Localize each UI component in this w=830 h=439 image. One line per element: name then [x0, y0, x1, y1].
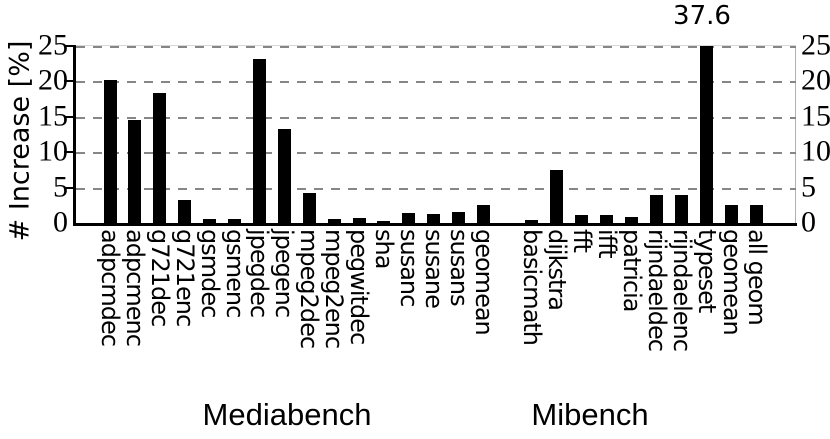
bar-all-geom — [750, 205, 763, 223]
left-axis-tick-15 — [64, 115, 73, 118]
x-tick-label-ifft: ifft — [592, 229, 621, 258]
bar-susans — [452, 212, 466, 223]
x-tick-label-g721enc: g721enc — [170, 229, 199, 327]
y-tick-left-0: 0 — [53, 205, 68, 239]
bar-typeset — [700, 46, 713, 223]
bar-ifft — [600, 215, 613, 223]
x-tick-label-pegwitdec: pegwitdec — [345, 229, 373, 345]
gridline-10 — [76, 152, 796, 155]
x-tick-label-basicmath: basicmath — [517, 229, 546, 346]
bar-jpegdec — [252, 58, 266, 223]
x-tick-label-adpcmenc: adpcmenc — [120, 229, 149, 346]
y-tick-left-20: 20 — [38, 63, 68, 97]
bar-rijndaelenc — [675, 194, 688, 223]
y-tick-right-20: 20 — [801, 63, 830, 97]
x-tick-label-gsmenc: gsmenc — [220, 229, 249, 318]
left-axis-tick-25 — [64, 45, 73, 47]
x-tick-label-mpeg2dec: mpeg2dec — [295, 229, 324, 349]
left-axis-line — [73, 45, 76, 226]
x-tick-label-all-geom: all geom — [742, 229, 771, 325]
bar-sha — [377, 220, 391, 223]
x-tick-label-geomean: geomean — [717, 229, 746, 335]
x-tick-label-sha: sha — [369, 229, 398, 269]
left-axis-tick-20 — [64, 80, 73, 83]
bar-adpcmdec — [103, 79, 117, 223]
y-tick-left-10: 10 — [38, 134, 68, 168]
x-tick-label-adpcmdec: adpcmdec — [96, 229, 124, 346]
y-tick-right-5: 5 — [801, 169, 816, 203]
bar-jpegenc — [277, 128, 291, 223]
bar-geomean — [725, 205, 738, 223]
bar-adpcmenc — [128, 120, 142, 223]
x-tick-label-jpegdec: jpegdec — [245, 229, 274, 318]
y-tick-left-15: 15 — [38, 99, 68, 133]
y-tick-left-5: 5 — [53, 169, 68, 203]
x-tick-label-rijndaeldec: rijndaeldec — [642, 229, 671, 351]
gridline-20 — [76, 81, 796, 84]
x-tick-label-typeset: typeset — [692, 229, 721, 313]
bar-susane — [427, 213, 441, 223]
x-tick-label-fft: fft — [567, 229, 596, 252]
x-tick-label-patricia: patricia — [617, 229, 646, 312]
bar-rijndaeldec — [650, 194, 663, 223]
plot-area — [76, 46, 796, 223]
gridline-15 — [76, 116, 796, 119]
right-axis-line — [795, 46, 796, 223]
plot-top-border — [76, 45, 796, 46]
x-tick-label-gsmdec: gsmdec — [195, 229, 224, 318]
bar-basicmath — [525, 220, 538, 223]
group-label-mibench: Mibench — [531, 397, 649, 432]
y-tick-right-15: 15 — [801, 99, 830, 133]
bar-geomean — [477, 205, 490, 223]
x-tick-label-jpegenc: jpegenc — [270, 229, 299, 318]
x-tick-label-rijndaelenc: rijndaelenc — [667, 229, 696, 351]
bar-fft — [575, 215, 588, 223]
bar-g721dec — [153, 92, 167, 223]
x-tick-label-susans: susans — [444, 229, 473, 306]
left-axis-tick-10 — [64, 151, 73, 154]
y-tick-right-25: 25 — [801, 28, 830, 62]
y-tick-right-0: 0 — [801, 205, 816, 239]
group-label-mediabench: Mediabench — [202, 397, 372, 432]
clipped-value-annotation: 37.6 — [673, 1, 731, 31]
bar-patricia — [625, 216, 638, 223]
x-tick-label-geomean: geomean — [469, 229, 498, 335]
y-tick-left-25: 25 — [38, 28, 68, 62]
bar-gsmenc — [228, 219, 241, 223]
left-axis-tick-5 — [64, 186, 73, 189]
gridline-5 — [76, 187, 796, 190]
x-tick-label-mpeg2enc: mpeg2enc — [320, 229, 349, 349]
x-tick-label-dijkstra: dijkstra — [542, 229, 571, 310]
bar-dijkstra — [550, 169, 563, 223]
y-tick-right-10: 10 — [801, 134, 830, 168]
bar-g721enc — [178, 199, 192, 223]
bar-mpeg2dec — [302, 192, 316, 223]
bar-mpeg2enc — [327, 219, 341, 223]
gridline-25 — [76, 46, 796, 48]
bar-gsmdec — [203, 219, 217, 223]
x-tick-label-susane: susane — [419, 229, 448, 308]
bar-susanc — [402, 213, 416, 223]
bar-pegwitdec — [352, 218, 366, 223]
x-tick-label-g721dec: g721dec — [145, 229, 174, 327]
bottom-axis-line — [73, 223, 797, 226]
x-tick-label-susanc: susanc — [394, 229, 423, 307]
